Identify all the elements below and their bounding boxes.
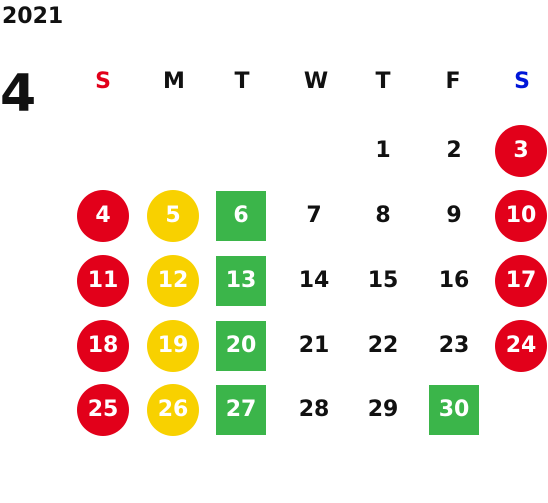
calendar-day-22[interactable]: 22 (367, 333, 399, 358)
calendar-day-3[interactable]: 3 (495, 125, 547, 177)
weekday-wednesday: W (303, 69, 329, 94)
calendar-day-15[interactable]: 15 (367, 268, 399, 293)
calendar-day-2[interactable]: 2 (446, 138, 462, 163)
calendar-day-7[interactable]: 7 (306, 203, 322, 228)
weekday-sunday: S (95, 69, 111, 94)
weekday-friday: F (445, 69, 461, 94)
calendar-day-6[interactable]: 6 (216, 191, 266, 241)
weekday-header: S M T W T F S (0, 64, 548, 100)
weekday-tuesday: T (234, 69, 250, 94)
calendar-day-23[interactable]: 23 (438, 333, 470, 358)
weekday-saturday: S (514, 69, 530, 94)
calendar-day-24[interactable]: 24 (495, 320, 547, 372)
calendar-day-18[interactable]: 18 (77, 320, 129, 372)
calendar-day-29[interactable]: 29 (367, 397, 399, 422)
calendar-day-19[interactable]: 19 (147, 320, 199, 372)
calendar-day-12[interactable]: 12 (147, 255, 199, 307)
weekday-monday: M (163, 69, 185, 94)
calendar-day-10[interactable]: 10 (495, 190, 547, 242)
calendar-day-17[interactable]: 17 (495, 255, 547, 307)
calendar-day-9[interactable]: 9 (446, 203, 462, 228)
calendar-day-21[interactable]: 21 (298, 333, 330, 358)
weekday-thursday: T (375, 69, 391, 94)
calendar-day-27[interactable]: 27 (216, 385, 266, 435)
calendar-day-1[interactable]: 1 (375, 138, 391, 163)
calendar-day-25[interactable]: 25 (77, 384, 129, 436)
calendar-day-28[interactable]: 28 (298, 397, 330, 422)
calendar-day-30[interactable]: 30 (429, 385, 479, 435)
calendar-month: 4 (0, 64, 37, 124)
calendar-day-26[interactable]: 26 (147, 384, 199, 436)
calendar-day-13[interactable]: 13 (216, 256, 266, 306)
calendar-year: 2021 (2, 4, 64, 29)
calendar-day-11[interactable]: 11 (77, 255, 129, 307)
calendar-day-20[interactable]: 20 (216, 321, 266, 371)
calendar-day-4[interactable]: 4 (77, 190, 129, 242)
calendar-day-14[interactable]: 14 (298, 268, 330, 293)
calendar-day-5[interactable]: 5 (147, 190, 199, 242)
calendar-day-8[interactable]: 8 (375, 203, 391, 228)
calendar-day-16[interactable]: 16 (438, 268, 470, 293)
